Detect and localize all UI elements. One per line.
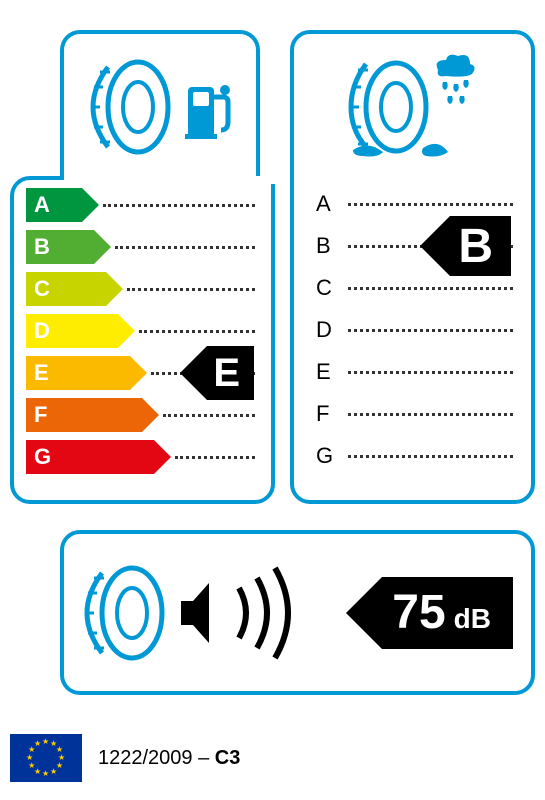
grade-arrow: C <box>26 272 106 306</box>
wet-grade-letter: B <box>316 233 340 259</box>
fuel-efficiency-scale: ABCDEEFG <box>10 176 275 504</box>
wet-rating-pointer: B <box>420 216 511 276</box>
sound-waves-icon <box>231 563 301 663</box>
wet-grade-letter: F <box>316 401 340 427</box>
noise-value-pointer: 75 dB <box>346 577 513 649</box>
tire-rain-icon <box>348 52 478 162</box>
wet-grip-panel: ABBCDEFG <box>290 30 535 504</box>
wet-grade-letter: G <box>316 443 340 469</box>
wet-grade-row: BB <box>316 226 519 266</box>
grade-arrow: F <box>26 398 142 432</box>
footer-text: 1222/2009 – C3 <box>98 747 240 770</box>
fuel-grade-row: G <box>26 437 259 477</box>
wet-pictogram <box>294 34 531 179</box>
wet-grade-letter: D <box>316 317 340 343</box>
fuel-pump-icon <box>183 72 233 142</box>
tire-noise-icon <box>82 563 167 663</box>
grade-arrow: B <box>26 230 94 264</box>
grade-arrow: A <box>26 188 82 222</box>
grade-arrow: G <box>26 440 154 474</box>
speaker-icon <box>179 573 219 653</box>
wet-grade-row: D <box>316 310 519 350</box>
fuel-pictogram <box>64 34 256 179</box>
fuel-grade-row: C <box>26 269 259 309</box>
fuel-grade-list: ABCDEEFG <box>14 180 271 489</box>
grade-arrow: D <box>26 314 118 348</box>
fuel-grade-row: D <box>26 311 259 351</box>
wet-grade-letter: A <box>316 191 340 217</box>
wet-grade-row: F <box>316 394 519 434</box>
tyre-class: C3 <box>215 747 241 769</box>
fuel-grade-row: EE <box>26 353 259 393</box>
grade-arrow: E <box>26 356 130 390</box>
tire-icon <box>88 57 173 157</box>
fuel-grade-row: B <box>26 227 259 267</box>
noise-panel: 75 dB <box>60 530 535 695</box>
wet-grade-row: E <box>316 352 519 392</box>
fuel-grade-row: A <box>26 185 259 225</box>
eu-flag-icon: ★★★★★★★★★★★★ <box>10 734 82 782</box>
footer: ★★★★★★★★★★★★ 1222/2009 – C3 <box>10 734 240 782</box>
separator: – <box>198 747 209 769</box>
fuel-grade-row: F <box>26 395 259 435</box>
fuel-efficiency-header <box>60 30 260 180</box>
fuel-rating-pointer: E <box>180 346 254 400</box>
wet-grade-list: ABBCDEFG <box>294 179 531 488</box>
wet-grade-letter: C <box>316 275 340 301</box>
regulation-number: 1222/2009 <box>98 747 193 769</box>
wet-grade-letter: E <box>316 359 340 385</box>
noise-unit: dB <box>454 589 491 649</box>
noise-value: 75 <box>392 577 445 649</box>
wet-grade-row: G <box>316 436 519 476</box>
